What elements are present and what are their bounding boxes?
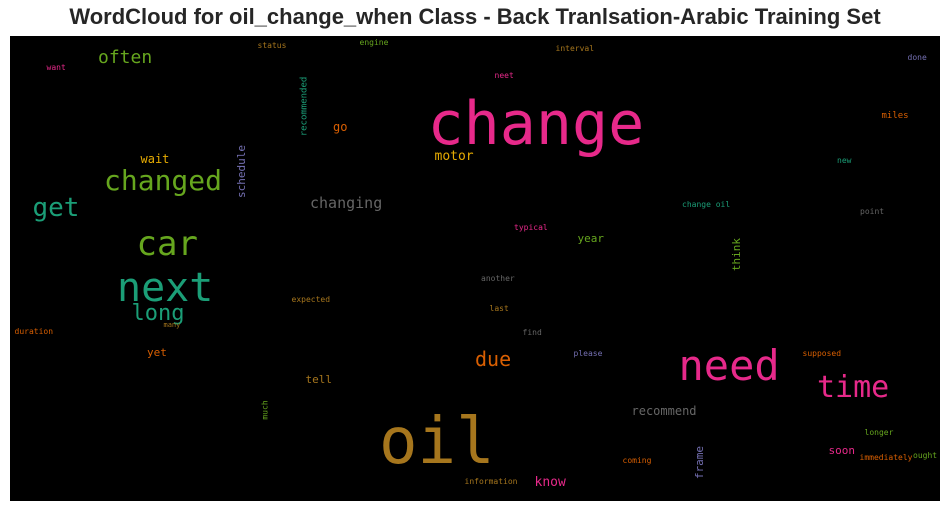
word-tell: tell bbox=[305, 372, 333, 386]
word-another: another bbox=[481, 274, 515, 283]
word-duration: duration bbox=[14, 327, 54, 336]
word-often: often bbox=[98, 47, 153, 68]
word-due: due bbox=[475, 347, 512, 371]
word-change-oil: change oil bbox=[682, 200, 731, 209]
word-think: think bbox=[729, 237, 743, 271]
word-yet: yet bbox=[147, 345, 167, 359]
word-go: go bbox=[333, 120, 348, 134]
word-recommended: recommended bbox=[299, 76, 310, 136]
word-find: find bbox=[522, 328, 542, 337]
word-time: time bbox=[817, 370, 890, 405]
word-car: car bbox=[136, 224, 198, 264]
word-know: know bbox=[534, 474, 566, 490]
word-frame: frame bbox=[692, 445, 706, 479]
word-expected: expected bbox=[291, 295, 331, 304]
word-year: year bbox=[577, 231, 605, 245]
word-schedule: schedule bbox=[234, 144, 248, 198]
word-change: change bbox=[427, 89, 645, 159]
word-changing: changing bbox=[310, 193, 383, 212]
word-many: many bbox=[163, 320, 181, 329]
word-soon: soon bbox=[828, 443, 856, 457]
chart-title: WordCloud for oil_change_when Class - Ba… bbox=[69, 4, 881, 29]
word-next: next bbox=[117, 265, 214, 311]
word-supposed: supposed bbox=[802, 349, 842, 358]
word-long: long bbox=[131, 301, 185, 326]
word-last: last bbox=[489, 304, 509, 313]
word-motor: motor bbox=[434, 148, 474, 164]
word-wait: wait bbox=[140, 152, 170, 166]
word-interval: interval bbox=[555, 44, 595, 53]
word-typical: typical bbox=[514, 223, 548, 232]
word-get: get bbox=[32, 193, 80, 223]
word-status: status bbox=[257, 41, 287, 50]
word-want: want bbox=[46, 63, 66, 72]
word-miles: miles bbox=[881, 110, 909, 121]
word-engine: engine bbox=[359, 38, 389, 47]
word-please: please bbox=[573, 349, 603, 358]
word-new: new bbox=[837, 156, 852, 165]
word-coming: coming bbox=[622, 456, 652, 465]
word-neet: neet bbox=[494, 71, 514, 80]
word-point: point bbox=[860, 207, 885, 216]
word-oil: oil bbox=[379, 405, 495, 479]
word-changed: changed bbox=[104, 164, 223, 197]
word-done: done bbox=[907, 53, 927, 62]
wordcloud-canvas: change oil need next car time changed get long of… bbox=[10, 36, 940, 501]
word-much: much bbox=[260, 400, 270, 420]
word-longer: longer bbox=[864, 428, 894, 437]
word-information: information bbox=[464, 477, 518, 486]
word-recommend: recommend bbox=[631, 404, 697, 418]
word-ought: ought bbox=[913, 451, 938, 460]
word-need: need bbox=[678, 341, 780, 390]
word-immediately: immediately bbox=[859, 453, 913, 462]
